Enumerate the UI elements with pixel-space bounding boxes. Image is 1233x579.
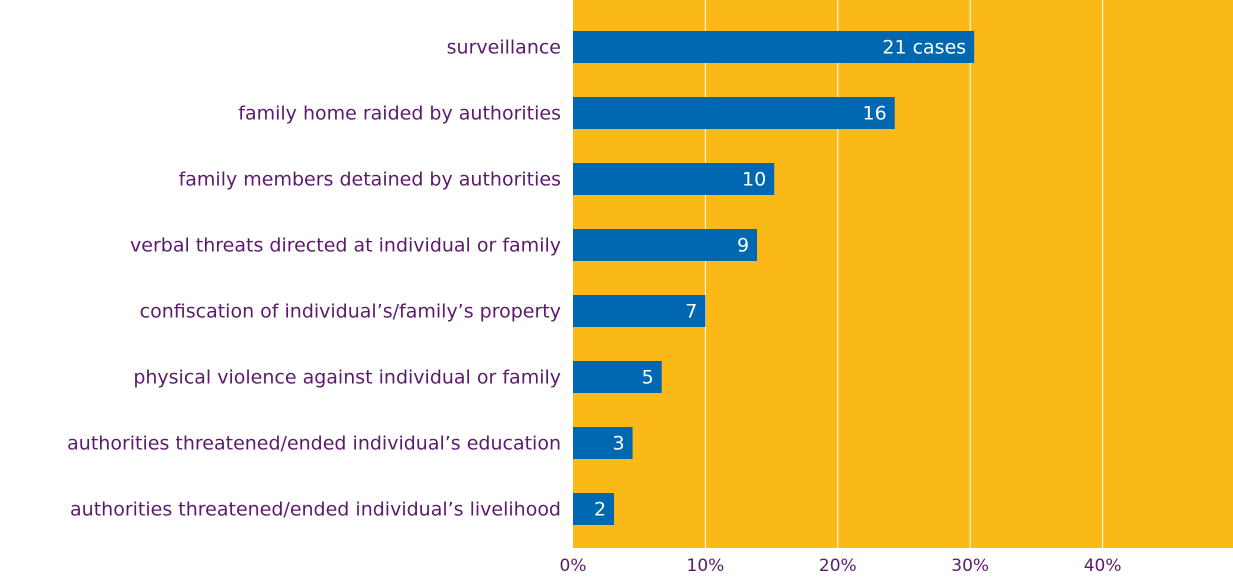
bar-label: 2 <box>594 499 606 521</box>
bar <box>573 229 758 261</box>
bar <box>573 163 775 195</box>
bar-label: 21 cases <box>882 37 966 59</box>
category-label: authorities threatened/ended individual’… <box>70 499 561 521</box>
x-tick-label: 30% <box>951 556 989 576</box>
x-tick-label: 40% <box>1084 556 1122 576</box>
bar-label: 5 <box>642 367 654 389</box>
bar <box>573 97 895 129</box>
x-tick-label: 20% <box>819 556 857 576</box>
category-label: physical violence against individual or … <box>133 367 561 389</box>
bar <box>573 493 615 525</box>
category-label: surveillance <box>447 37 561 59</box>
bar-label: 7 <box>685 301 697 323</box>
category-label: authorities threatened/ended individual’… <box>67 433 561 455</box>
category-label: verbal threats directed at individual or… <box>130 235 561 257</box>
plot-background <box>573 0 1233 548</box>
x-tick-label: 0% <box>560 556 587 576</box>
x-tick-label: 10% <box>687 556 725 576</box>
bar <box>573 31 975 63</box>
bar-label: 9 <box>737 235 749 257</box>
bar-label: 16 <box>863 103 887 125</box>
bar <box>573 427 633 459</box>
bar <box>573 361 662 393</box>
category-label: family home raided by authorities <box>238 103 561 125</box>
bar-label: 10 <box>742 169 766 191</box>
category-label: confiscation of individual’s/family’s pr… <box>140 301 561 323</box>
bar <box>573 295 706 327</box>
bar-label: 3 <box>612 433 624 455</box>
category-label: family members detained by authorities <box>179 169 561 191</box>
